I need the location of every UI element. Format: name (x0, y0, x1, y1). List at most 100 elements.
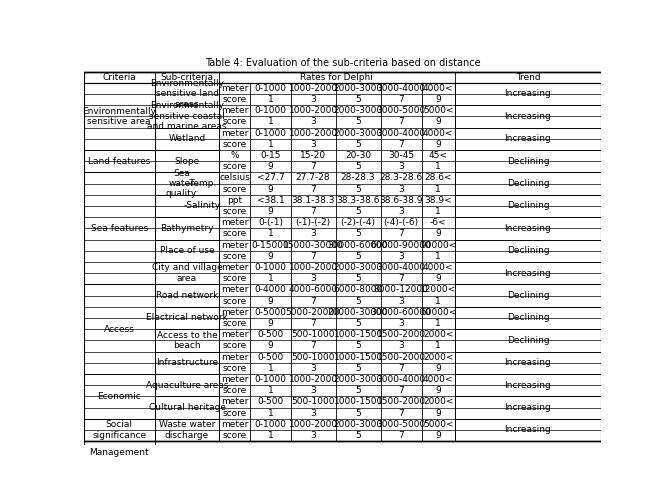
Text: 0-(-1): 0-(-1) (258, 218, 283, 227)
Bar (155, 329, 219, 351)
Text: 1: 1 (267, 274, 273, 283)
Text: 3: 3 (310, 140, 316, 149)
Text: (-1)-(-2): (-1)-(-2) (295, 218, 331, 227)
Text: Sea features: Sea features (91, 224, 148, 233)
Text: 0-500: 0-500 (257, 398, 283, 406)
Text: 7: 7 (310, 207, 316, 216)
Text: 7: 7 (398, 140, 404, 149)
Text: 4000<: 4000< (423, 263, 454, 272)
Text: %: % (230, 151, 239, 160)
Text: Bathymetry: Bathymetry (160, 224, 214, 233)
Text: 5000-20000: 5000-20000 (286, 308, 341, 317)
Text: 3: 3 (310, 364, 316, 373)
Text: Land features: Land features (88, 156, 150, 166)
Text: 5000<: 5000< (423, 420, 454, 429)
Text: 0-500: 0-500 (257, 330, 283, 340)
Text: 3: 3 (310, 431, 316, 440)
Text: 9: 9 (436, 386, 441, 396)
Text: 1: 1 (267, 95, 273, 104)
Bar (155, 284, 219, 307)
Text: (-2)-(-4): (-2)-(-4) (341, 218, 375, 227)
Bar (455, 396, 601, 419)
Text: 5: 5 (355, 319, 361, 328)
Text: 7: 7 (398, 118, 404, 126)
Bar (455, 217, 601, 240)
Text: 3: 3 (310, 95, 316, 104)
Text: score: score (222, 184, 246, 194)
Bar (455, 329, 601, 351)
Text: 1000-2000: 1000-2000 (289, 106, 337, 116)
Text: 28.3-28.6: 28.3-28.6 (379, 174, 423, 182)
Text: 0-1000: 0-1000 (255, 375, 287, 384)
Bar (84, 82, 155, 150)
Text: 9: 9 (436, 364, 441, 373)
Text: 1000-2000: 1000-2000 (289, 128, 337, 138)
Text: score: score (222, 342, 246, 350)
Text: 15000-30000: 15000-30000 (283, 240, 343, 250)
Text: 0-1000: 0-1000 (255, 84, 287, 93)
Text: <38.1: <38.1 (257, 196, 285, 205)
Bar (84, 374, 155, 419)
Text: score: score (222, 364, 246, 373)
Text: meter: meter (221, 286, 248, 294)
Text: Declining: Declining (506, 314, 549, 322)
Text: 5: 5 (355, 364, 361, 373)
Text: 38.1-38.3: 38.1-38.3 (291, 196, 335, 205)
Text: 1000-2000: 1000-2000 (289, 420, 337, 429)
Text: 30000-60000: 30000-60000 (328, 240, 389, 250)
Text: ppt: ppt (227, 196, 242, 205)
Text: 1: 1 (436, 252, 441, 261)
Bar (155, 82, 219, 105)
Bar (455, 374, 601, 396)
Text: 4000<: 4000< (423, 128, 454, 138)
Text: 3000-5000: 3000-5000 (377, 420, 426, 429)
Text: 3: 3 (310, 118, 316, 126)
Text: 9: 9 (436, 408, 441, 418)
Text: 3: 3 (310, 386, 316, 396)
Text: 60000<: 60000< (420, 308, 456, 317)
Text: score: score (222, 95, 246, 104)
Text: meter: meter (221, 352, 248, 362)
Text: score: score (222, 408, 246, 418)
Text: 7: 7 (398, 408, 404, 418)
Text: score: score (222, 319, 246, 328)
Text: 3000-4000: 3000-4000 (377, 263, 426, 272)
Text: 9: 9 (436, 95, 441, 104)
Text: 20-30: 20-30 (345, 151, 371, 160)
Text: Road network: Road network (156, 291, 218, 300)
Text: Increasing: Increasing (504, 90, 551, 98)
Text: 5: 5 (355, 386, 361, 396)
Text: 2000<: 2000< (423, 330, 454, 340)
Text: 2000-3000: 2000-3000 (333, 128, 383, 138)
Text: meter: meter (221, 106, 248, 116)
Text: 5: 5 (355, 230, 361, 238)
Text: score: score (222, 230, 246, 238)
Text: 6000-8000: 6000-8000 (333, 286, 383, 294)
Text: 7: 7 (310, 319, 316, 328)
Bar (155, 262, 219, 284)
Bar (155, 307, 219, 329)
Text: Sea
water
quality:: Sea water quality: (165, 168, 198, 198)
Bar (455, 172, 601, 195)
Text: 0-4000: 0-4000 (255, 286, 287, 294)
Text: -6<: -6< (430, 218, 446, 227)
Text: 2000-3000: 2000-3000 (333, 84, 383, 93)
Text: 5: 5 (355, 252, 361, 261)
Text: Increasing: Increasing (504, 224, 551, 233)
Text: 3000-4000: 3000-4000 (377, 84, 426, 93)
Text: Environmentally
sensitive coastal
and marine areas: Environmentally sensitive coastal and ma… (147, 102, 227, 131)
Text: score: score (222, 274, 246, 283)
Text: 3: 3 (310, 230, 316, 238)
Bar (155, 172, 219, 195)
Text: 30-45: 30-45 (388, 151, 414, 160)
Text: 0-1000: 0-1000 (255, 420, 287, 429)
Text: 5: 5 (355, 140, 361, 149)
Text: 9: 9 (436, 431, 441, 440)
Text: 5: 5 (355, 342, 361, 350)
Text: Aquaculture areas: Aquaculture areas (146, 380, 228, 390)
Text: 60000-90000: 60000-90000 (371, 240, 432, 250)
Bar (455, 262, 601, 284)
Text: 3: 3 (398, 184, 404, 194)
Text: 7: 7 (398, 274, 404, 283)
Text: 1000-2000: 1000-2000 (289, 84, 337, 93)
